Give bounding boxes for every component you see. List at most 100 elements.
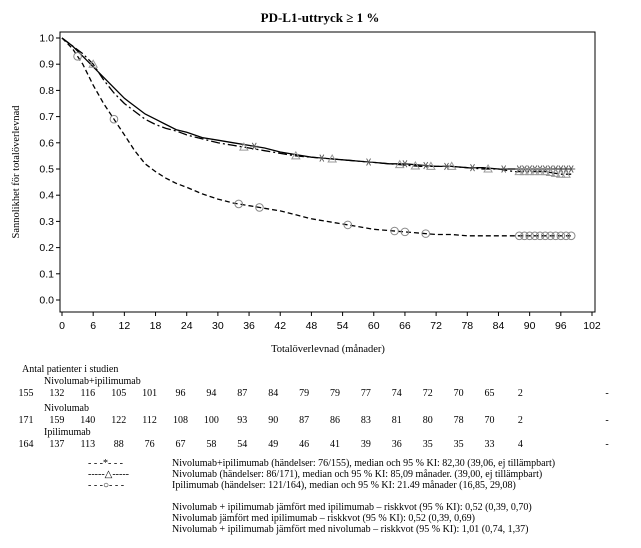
risk-count: 67: [175, 439, 186, 450]
risk-count: 35: [422, 439, 433, 450]
curve-nivolumab-ipilimumab: [61, 37, 572, 170]
risk-count: 96: [175, 388, 186, 399]
censor-triangle: [561, 169, 571, 178]
x-tick-label: 48: [306, 320, 318, 332]
risk-count: 2: [517, 415, 523, 426]
y-tick-label: 1.0: [39, 33, 54, 45]
x-tick-label: 24: [181, 320, 193, 332]
censor-triangle: [410, 160, 421, 170]
x-tick-label: 54: [337, 320, 349, 332]
risk-count: 72: [422, 388, 433, 399]
risk-count: 87: [237, 388, 248, 399]
risk-count: 54: [237, 439, 248, 450]
risk-count: 36: [391, 439, 402, 450]
risk-count: 76: [144, 439, 155, 450]
censor-circle: [556, 231, 566, 241]
censor-circle: [561, 231, 571, 241]
censor-triangle: [555, 169, 566, 178]
risk-count: 101: [142, 388, 158, 399]
censor-circle: [400, 227, 410, 237]
y-tick-label: 0.3: [39, 216, 54, 228]
censor-circle: [73, 52, 82, 61]
censor-circle: [525, 231, 534, 241]
legend: - - -*- - - Nivolumab+ipilimumab (händel…: [0, 458, 641, 548]
risk-count: 94: [206, 388, 217, 399]
censor-circle: [546, 231, 555, 241]
hazard-ratio-2: Nivolumab jämfört med ipilimumab – riskk…: [172, 513, 476, 524]
y-axis-label: Sannolikhet för totalöverlevnad: [11, 105, 22, 239]
y-axis: 0.0 0.1 0.2 0.3 0.4 0.5 0.6 0.7 0.8 0.9 1.0: [39, 33, 60, 307]
censor-triangle: [327, 153, 338, 163]
risk-count: 80: [422, 415, 433, 426]
y-tick-label: 0.0: [39, 295, 54, 307]
x-axis: 0 6 12 18 24 30 36 42 48 54 60 66 72 78 84 90 96 102: [59, 312, 601, 332]
censor-circle: [421, 229, 431, 238]
censor-circle: [109, 114, 119, 124]
x-axis-label: Totalöverlevnad (månader): [271, 344, 385, 355]
risk-table-title: Antal patienter i studien: [22, 364, 119, 375]
censor-triangle: [529, 166, 540, 176]
risk-count: 79: [330, 388, 340, 399]
risk-count: 90: [268, 415, 279, 426]
censor-triangle: [394, 159, 405, 169]
censor-triangle: [545, 167, 556, 176]
risk-count: -: [605, 388, 609, 399]
censor-triangle: [88, 59, 99, 68]
risk-count: 83: [360, 415, 371, 426]
km-chart: PD-L1-uttryck ≥ 1 % 0.00.10.20.30.40.50.…: [11, 10, 601, 355]
risk-count: 88: [113, 439, 124, 450]
censor-circle: [540, 231, 550, 241]
censor-triangle: [524, 166, 535, 176]
y-tick-label: 0.4: [39, 190, 54, 202]
x-tick-label: 0: [59, 320, 65, 332]
censor-circle: [514, 231, 524, 241]
risk-count: 77: [360, 388, 371, 399]
censor-triangle: [446, 161, 457, 170]
x-tick-label: 6: [90, 320, 96, 332]
y-tick-label: 0.8: [39, 85, 54, 97]
legend-symbol-nivo: -----△-----: [88, 469, 129, 480]
risk-count: 112: [142, 415, 157, 426]
risk-count: 171: [18, 415, 34, 426]
censor-star: [400, 160, 409, 168]
risk-count: 87: [299, 415, 310, 426]
risk-count: 164: [18, 439, 34, 450]
risk-count: 84: [268, 388, 279, 399]
censor-triangle: [239, 142, 249, 151]
y-tick-label: 0.5: [39, 164, 54, 176]
risk-count: 78: [453, 415, 464, 426]
censor-circle: [255, 203, 264, 212]
curve-ipilimumab: [61, 37, 572, 237]
censor-circle: [566, 231, 576, 241]
risk-count: 113: [80, 439, 96, 450]
y-tick-label: 0.6: [39, 137, 54, 149]
censor-triangle: [519, 166, 530, 176]
x-tick-label: 78: [461, 320, 473, 332]
censor-triangle: [426, 161, 436, 170]
risk-group-label: Ipilimumab: [44, 427, 91, 438]
censor-triangle: [535, 166, 545, 176]
risk-count: 137: [49, 439, 65, 450]
risk-count: -: [605, 439, 609, 450]
risk-count: 65: [484, 388, 495, 399]
censor-triangle: [483, 163, 493, 173]
x-tick-label: 84: [493, 320, 505, 332]
risk-count: 33: [484, 439, 495, 450]
x-tick-label: 12: [119, 320, 131, 332]
risk-count: -: [605, 415, 609, 426]
y-tick-label: 0.7: [39, 111, 54, 123]
x-tick-label: 36: [243, 320, 255, 332]
x-tick-label: 66: [399, 320, 411, 332]
censor-triangle: [550, 168, 561, 177]
x-tick-label: 18: [150, 320, 162, 332]
censor-star: [567, 165, 576, 173]
hazard-ratio-3: Nivolumab + ipilimumab jämfört med nivol…: [172, 524, 529, 535]
risk-group-label: Nivolumab: [44, 403, 89, 414]
y-tick-label: 0.1: [39, 268, 54, 280]
censor-marks: [73, 52, 576, 241]
censor-triangle: [290, 150, 301, 160]
legend-text-nivo-ipi: Nivolumab+ipilimumab (händelser: 76/155)…: [172, 458, 556, 469]
risk-count: 46: [299, 439, 310, 450]
risk-count: 49: [268, 439, 279, 450]
censor-star: [499, 165, 508, 173]
